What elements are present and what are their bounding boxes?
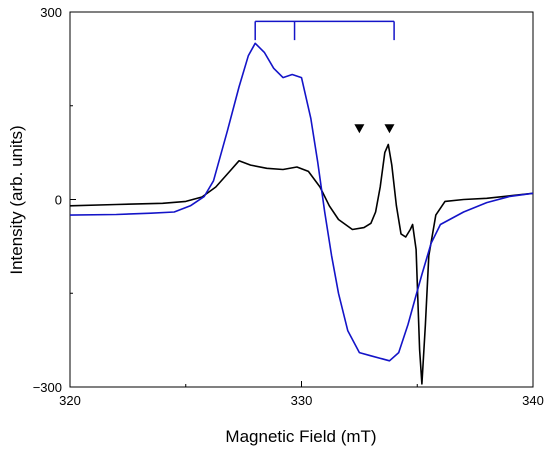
annotations (254, 20, 395, 134)
triangle-marker (384, 124, 395, 134)
axis-ticks: 320 330 340 −300 0 300 (33, 5, 544, 408)
y-tick-label: 300 (40, 5, 62, 20)
y-axis-label: Intensity (arb. units) (7, 125, 26, 274)
x-axis-label: Magnetic Field (mT) (225, 427, 376, 446)
series-line-0 (69, 143, 534, 385)
y-tick-label: −300 (33, 380, 62, 395)
x-tick-label: 340 (522, 393, 544, 408)
y-tick-label: 0 (55, 193, 62, 208)
x-tick-label: 320 (59, 393, 81, 408)
series-group (69, 42, 534, 385)
triangle-marker (354, 124, 365, 134)
x-tick-label: 330 (291, 393, 313, 408)
series-line-1 (69, 42, 534, 362)
